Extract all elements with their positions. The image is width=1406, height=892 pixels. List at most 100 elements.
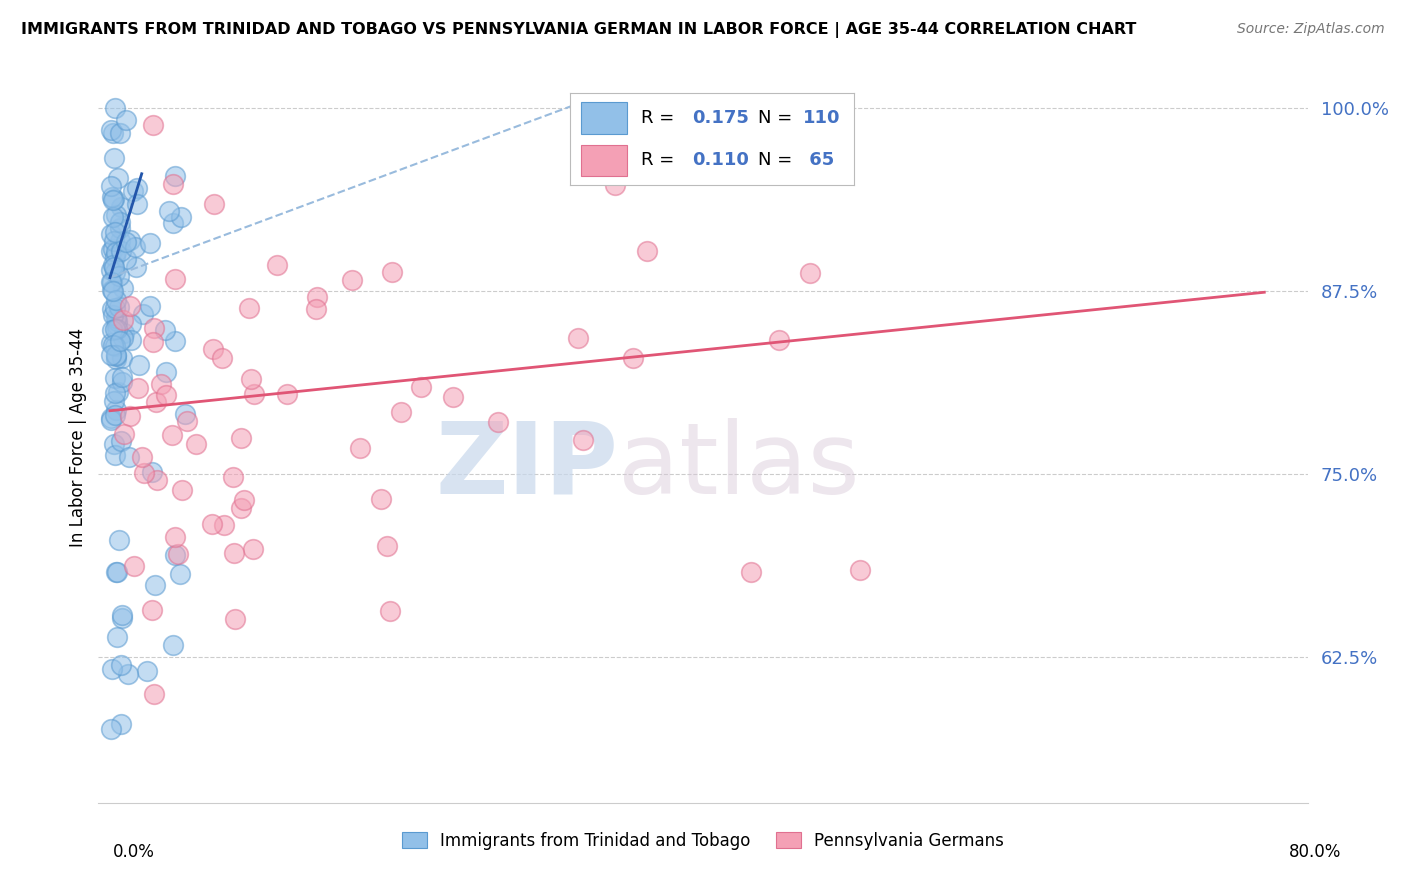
Point: [157, 204, 180, 219]
Point: [118, 409, 141, 424]
Point: [242, 542, 264, 557]
Point: [103, 260, 125, 274]
Text: ZIP: ZIP: [436, 417, 619, 515]
Point: [101, 275, 124, 289]
Point: [231, 501, 253, 516]
Point: [108, 334, 131, 349]
Point: [110, 658, 132, 673]
Point: [104, 265, 127, 279]
Point: [212, 518, 235, 533]
Text: atlas: atlas: [619, 417, 860, 515]
Point: [105, 322, 128, 336]
Point: [124, 558, 146, 573]
Point: [169, 567, 191, 582]
Point: [124, 240, 146, 254]
Point: [142, 334, 165, 349]
Point: [110, 434, 132, 448]
Point: [101, 193, 124, 207]
Point: [108, 533, 131, 548]
Point: [100, 275, 122, 289]
Point: [107, 301, 129, 315]
Point: [276, 387, 298, 401]
Point: [100, 262, 122, 277]
Point: [162, 178, 184, 192]
Point: [105, 293, 128, 308]
Point: [389, 405, 412, 419]
Point: [112, 281, 135, 295]
Point: [567, 331, 589, 345]
Point: [120, 334, 142, 348]
Point: [153, 323, 176, 337]
Point: [101, 301, 124, 316]
Point: [307, 290, 329, 304]
Point: [170, 483, 193, 497]
Point: [222, 470, 245, 484]
Point: [131, 450, 153, 464]
Point: [103, 308, 125, 322]
Point: [105, 314, 128, 328]
Point: [101, 126, 124, 140]
Point: [104, 225, 127, 239]
Point: [104, 403, 127, 417]
Point: [110, 244, 132, 258]
Point: [111, 607, 134, 622]
Point: [799, 266, 821, 280]
Point: [224, 612, 246, 626]
Point: [101, 337, 124, 351]
Point: [117, 667, 139, 681]
Point: [115, 113, 138, 128]
Point: [103, 437, 125, 451]
Point: [142, 118, 165, 132]
Point: [132, 467, 155, 481]
Point: [605, 178, 627, 192]
Point: [163, 169, 186, 183]
Point: [100, 411, 122, 425]
Point: [111, 331, 134, 345]
Point: [118, 299, 141, 313]
Point: [232, 492, 254, 507]
Point: [349, 442, 371, 456]
Point: [104, 208, 127, 222]
Point: [103, 339, 125, 353]
Point: [132, 306, 155, 320]
Point: [104, 101, 127, 115]
Point: [104, 408, 127, 422]
Point: [240, 372, 263, 386]
Point: [849, 563, 872, 577]
Point: [136, 664, 159, 678]
Point: [163, 530, 186, 544]
Point: [636, 244, 658, 258]
Point: [202, 196, 225, 211]
Point: [139, 235, 162, 250]
Point: [100, 323, 122, 337]
Point: [621, 351, 644, 366]
Point: [111, 375, 134, 389]
Point: [740, 565, 762, 579]
Point: [768, 333, 790, 347]
Point: [108, 234, 131, 248]
Point: [101, 662, 124, 676]
Point: [378, 604, 401, 618]
Point: [104, 301, 127, 315]
Point: [120, 233, 142, 247]
Point: [100, 348, 122, 362]
Point: [110, 215, 132, 229]
Point: [186, 437, 208, 451]
Text: 80.0%: 80.0%: [1288, 843, 1341, 861]
Point: [122, 184, 145, 198]
Point: [162, 638, 184, 652]
Point: [231, 431, 253, 445]
Point: [105, 565, 128, 579]
Point: [100, 723, 122, 737]
Point: [115, 235, 138, 249]
Point: [104, 250, 127, 264]
Point: [100, 178, 122, 193]
Y-axis label: In Labor Force | Age 35-44: In Labor Force | Age 35-44: [69, 327, 87, 547]
Point: [105, 318, 128, 332]
Point: [202, 342, 225, 356]
Point: [104, 348, 127, 362]
Point: [103, 192, 125, 206]
Point: [118, 450, 141, 465]
Point: [141, 603, 163, 617]
Point: [108, 220, 131, 235]
